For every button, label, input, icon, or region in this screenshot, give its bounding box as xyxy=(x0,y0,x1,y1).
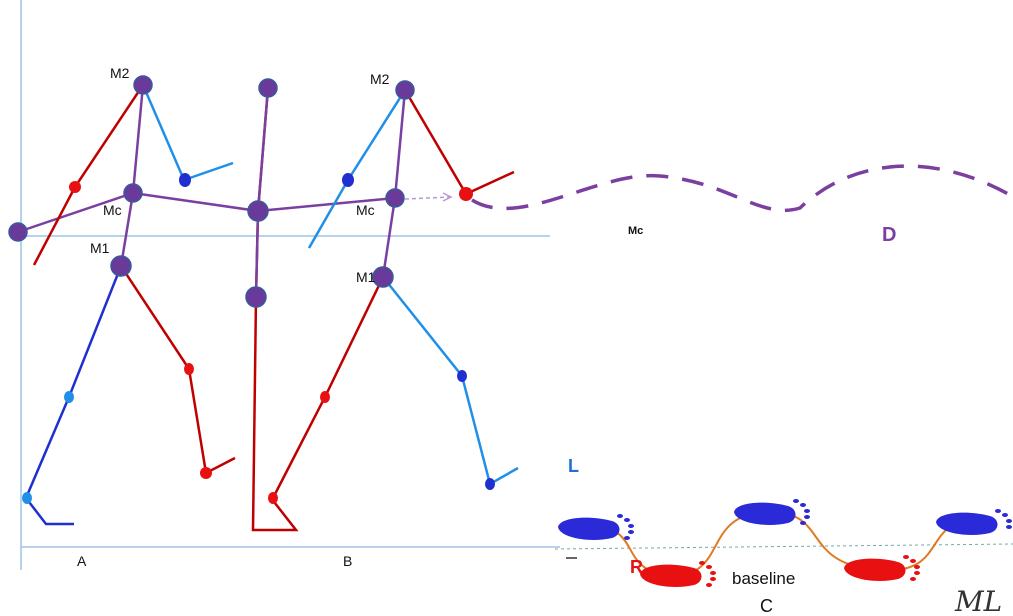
figure-b-red-arm xyxy=(403,89,515,196)
dashed-wave-d xyxy=(471,164,1011,213)
figure-a-mc-joint xyxy=(123,183,143,203)
blue-footprint-2 xyxy=(734,499,810,525)
figure-a-m1-joint xyxy=(110,255,132,277)
label-r: R xyxy=(630,557,643,577)
figure-a-red-leg-knee xyxy=(184,363,194,375)
com-trajectory xyxy=(17,191,396,234)
figure-a-blue-leg-ankle xyxy=(22,492,32,504)
figure-b-m1-joint xyxy=(372,266,394,288)
figure-b-blue-leg-knee xyxy=(457,370,467,382)
label-m2-right: M2 xyxy=(370,71,390,87)
label-d: D xyxy=(882,224,896,246)
baseline-line xyxy=(554,543,1013,550)
label-mc-left: Mc xyxy=(103,202,122,218)
figure-a-m2-joint xyxy=(133,75,153,95)
figure-a-blue-leg-knee xyxy=(64,391,74,403)
figure-a-hand-joint xyxy=(8,222,28,242)
label-mc-right: Mc xyxy=(356,202,375,218)
figure-a-blue-arm xyxy=(141,84,234,182)
figure-b-red-leg-ankle xyxy=(268,492,278,504)
figure-b-blue-leg xyxy=(382,276,519,486)
label-m1-left: M1 xyxy=(90,240,110,256)
figure-b-blue-arm-joint xyxy=(342,173,354,187)
label-baseline: baseline xyxy=(732,569,795,588)
figure-b-red-arm-joint xyxy=(459,187,473,201)
figure-a-red-leg-ankle xyxy=(200,467,212,479)
blue-footprint-3 xyxy=(936,509,1012,535)
figure-b-mc-joint xyxy=(385,188,405,208)
blue-footprint-1 xyxy=(558,514,634,540)
red-footprint-2 xyxy=(844,555,920,581)
figure-a-blue-arm-joint xyxy=(179,173,191,187)
label-a: A xyxy=(77,553,87,569)
figure-a-red-arm-joint xyxy=(69,181,81,193)
figure-mid-mc-joint xyxy=(247,200,269,222)
label-m1-right: M1 xyxy=(356,269,376,285)
label-c: C xyxy=(760,596,773,616)
label-b: B xyxy=(343,553,352,569)
label-mc-center: Mc xyxy=(628,225,643,237)
figure-b-m2-joint xyxy=(395,80,415,100)
figure-mid-hip-joint xyxy=(245,286,267,308)
figure-b-blue-leg-ankle xyxy=(485,478,495,490)
signature-ml: ML xyxy=(954,585,1002,616)
figure-mid-trunk xyxy=(254,87,270,298)
label-m2-left: M2 xyxy=(110,65,130,81)
com-arrow-head xyxy=(442,192,453,202)
figure-a-red-leg xyxy=(119,265,236,475)
label-l: L xyxy=(568,456,579,476)
red-footprint-1 xyxy=(640,561,716,587)
com-arrow-line xyxy=(404,196,451,200)
figure-b-red-leg-knee xyxy=(320,391,330,403)
figure-b-red-leg xyxy=(271,276,385,499)
figure-mid-head-joint xyxy=(258,78,278,98)
